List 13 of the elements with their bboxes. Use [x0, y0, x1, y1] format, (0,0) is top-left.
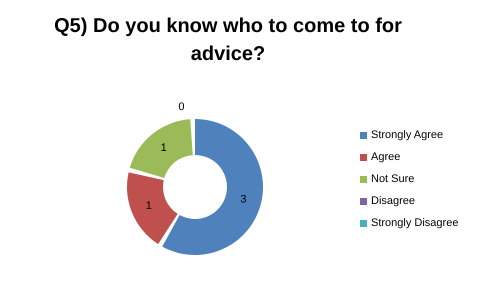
legend-label: Not Sure — [371, 172, 414, 187]
data-label: 3 — [240, 193, 246, 206]
data-label: 1 — [146, 200, 152, 212]
legend-label: Agree — [371, 150, 400, 165]
donut-slice — [130, 119, 193, 178]
legend-label: Strongly Agree — [371, 128, 444, 143]
text: 0 — [178, 101, 184, 114]
legend-label: Strongly Disagree — [371, 216, 458, 231]
donut-slice — [162, 119, 263, 255]
legend-label: Disagree — [371, 194, 416, 209]
chart-title: Q5) Do you know who to come to for advice? — [53, 14, 403, 67]
donut-slice — [127, 172, 178, 244]
data-label: 1 — [160, 142, 167, 154]
